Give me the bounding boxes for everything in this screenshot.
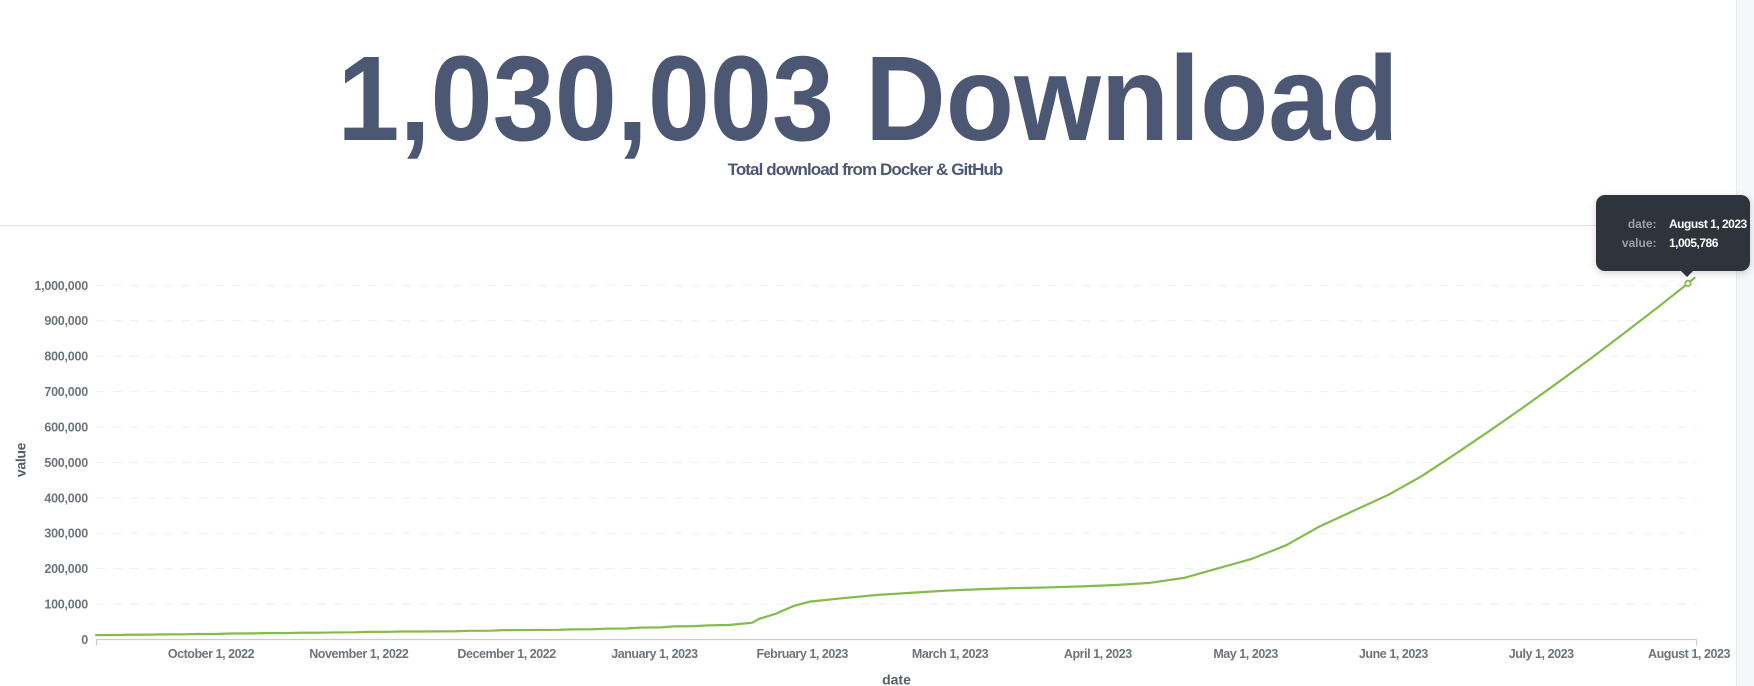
svg-text:0: 0	[81, 633, 88, 647]
svg-text:500,000: 500,000	[44, 456, 88, 470]
svg-text:August 1, 2023: August 1, 2023	[1648, 647, 1730, 661]
svg-text:May 1, 2023: May 1, 2023	[1213, 647, 1278, 661]
svg-text:700,000: 700,000	[44, 385, 88, 399]
svg-text:date: date	[882, 672, 911, 686]
svg-text:400,000: 400,000	[44, 491, 88, 505]
svg-text:October 1, 2022: October 1, 2022	[168, 647, 255, 661]
svg-text:value: value	[13, 442, 29, 477]
svg-text:January 1, 2023: January 1, 2023	[611, 647, 698, 661]
svg-text:900,000: 900,000	[44, 314, 88, 328]
svg-text:600,000: 600,000	[44, 420, 88, 434]
svg-text:800,000: 800,000	[44, 350, 88, 364]
svg-text:300,000: 300,000	[44, 527, 88, 541]
svg-text:1,000,000: 1,000,000	[34, 279, 88, 293]
svg-text:March 1, 2023: March 1, 2023	[912, 647, 989, 661]
svg-text:June 1, 2023: June 1, 2023	[1359, 647, 1428, 661]
svg-text:100,000: 100,000	[44, 597, 88, 611]
svg-text:December 1, 2022: December 1, 2022	[457, 647, 556, 661]
svg-text:April 1, 2023: April 1, 2023	[1064, 647, 1132, 661]
svg-text:July 1, 2023: July 1, 2023	[1509, 647, 1574, 661]
svg-text:200,000: 200,000	[44, 562, 88, 576]
svg-text:February 1, 2023: February 1, 2023	[756, 647, 848, 661]
svg-text:November 1, 2022: November 1, 2022	[309, 647, 409, 661]
